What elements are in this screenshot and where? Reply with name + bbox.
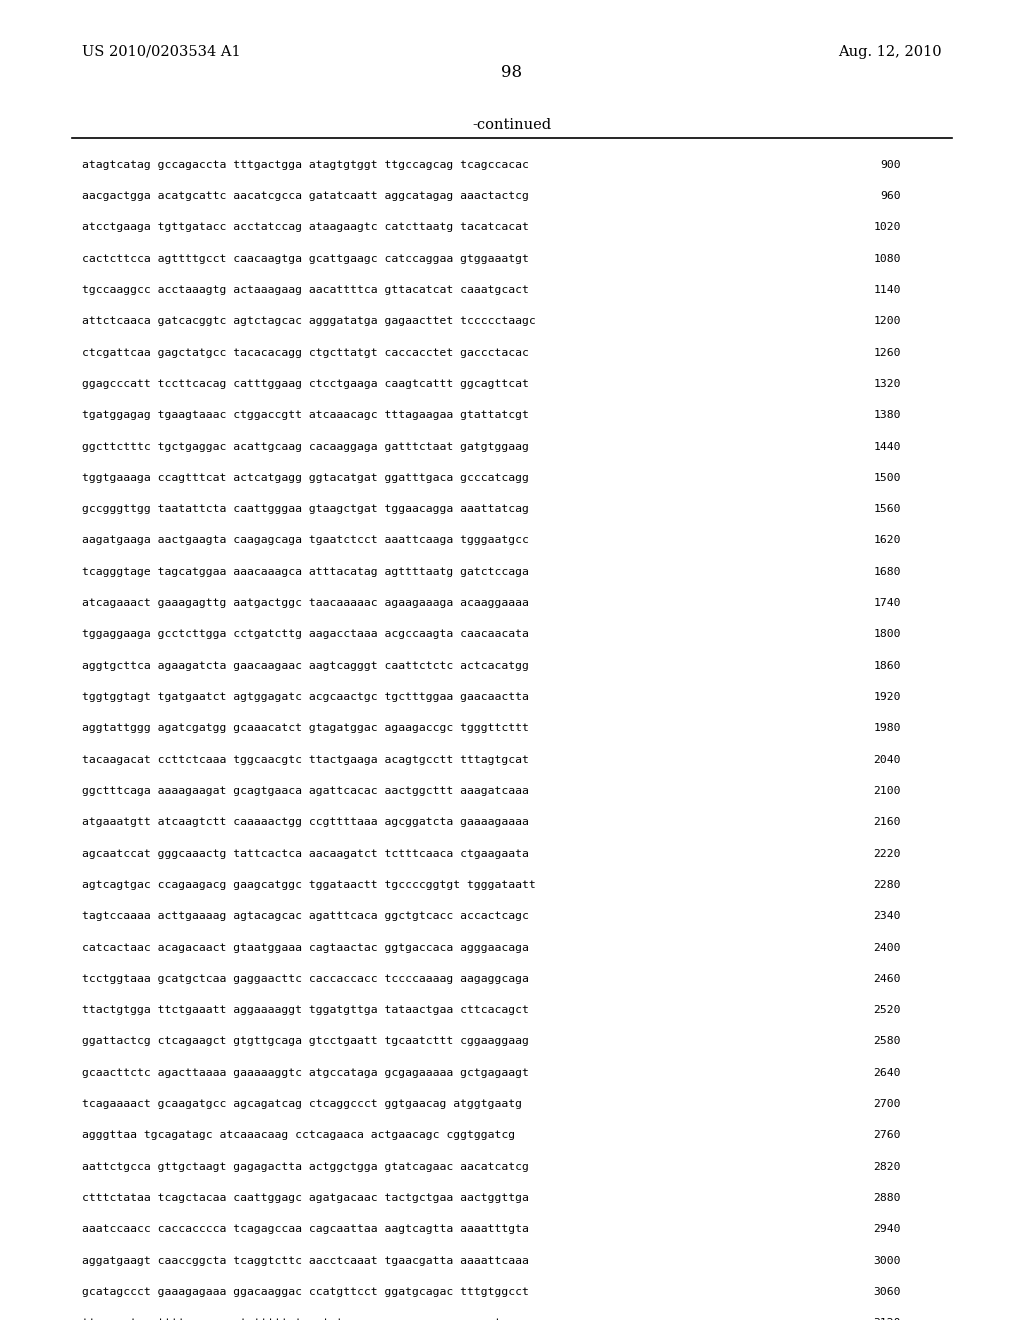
Text: 2400: 2400 (873, 942, 901, 953)
Text: US 2010/0203534 A1: US 2010/0203534 A1 (82, 45, 241, 58)
Text: 1080: 1080 (873, 253, 901, 264)
Text: atcagaaact gaaagagttg aatgactggc taacaaaaac agaagaaaga acaaggaaaa: atcagaaact gaaagagttg aatgactggc taacaaa… (82, 598, 528, 609)
Text: 2940: 2940 (873, 1225, 901, 1234)
Text: 1500: 1500 (873, 473, 901, 483)
Text: ggagcccatt tccttcacag catttggaag ctcctgaaga caagtcattt ggcagttcat: ggagcccatt tccttcacag catttggaag ctcctga… (82, 379, 528, 389)
Text: -continued: -continued (472, 117, 552, 132)
Text: 1680: 1680 (873, 566, 901, 577)
Text: tggtgaaaga ccagtttcat actcatgagg ggtacatgat ggatttgaca gcccatcagg: tggtgaaaga ccagtttcat actcatgagg ggtacat… (82, 473, 528, 483)
Text: 2820: 2820 (873, 1162, 901, 1172)
Text: ttacaaatca ttttaagcaa gtctttttctg atgtgcaggc cagagagaaa gagctacaga: ttacaaatca ttttaagcaa gtctttttctg atgtgc… (82, 1319, 536, 1320)
Text: 3000: 3000 (873, 1255, 901, 1266)
Text: aggtattggg agatcgatgg gcaaacatct gtagatggac agaagaccgc tgggttcttt: aggtattggg agatcgatgg gcaaacatct gtagatg… (82, 723, 528, 734)
Text: aattctgcca gttgctaagt gagagactta actggctgga gtatcagaac aacatcatcg: aattctgcca gttgctaagt gagagactta actggct… (82, 1162, 528, 1172)
Text: tcctggtaaa gcatgctcaa gaggaacttc caccaccacc tccccaaaag aagaggcaga: tcctggtaaa gcatgctcaa gaggaacttc caccacc… (82, 974, 528, 983)
Text: atagtcatag gccagaccta tttgactgga atagtgtggt ttgccagcag tcagccacac: atagtcatag gccagaccta tttgactgga atagtgt… (82, 160, 528, 170)
Text: 2040: 2040 (873, 755, 901, 764)
Text: atgaaatgtt atcaagtctt caaaaactgg ccgttttaaa agcggatcta gaaaagaaaa: atgaaatgtt atcaagtctt caaaaactgg ccgtttt… (82, 817, 528, 828)
Text: 2340: 2340 (873, 911, 901, 921)
Text: tagtccaaaa acttgaaaag agtacagcac agatttcaca ggctgtcacc accactcagc: tagtccaaaa acttgaaaag agtacagcac agatttc… (82, 911, 528, 921)
Text: tgatggagag tgaagtaaac ctggaccgtt atcaaacagc tttagaagaa gtattatcgt: tgatggagag tgaagtaaac ctggaccgtt atcaaac… (82, 411, 528, 420)
Text: 1860: 1860 (873, 661, 901, 671)
Text: 2640: 2640 (873, 1068, 901, 1077)
Text: tcagaaaact gcaagatgcc agcagatcag ctcaggccct ggtgaacag atggtgaatg: tcagaaaact gcaagatgcc agcagatcag ctcaggc… (82, 1100, 522, 1109)
Text: tcagggtage tagcatggaa aaacaaagca atttacatag agttttaatg gatctccaga: tcagggtage tagcatggaa aaacaaagca atttaca… (82, 566, 528, 577)
Text: aaatccaacc caccacccca tcagagccaa cagcaattaa aagtcagtta aaaatttgta: aaatccaacc caccacccca tcagagccaa cagcaat… (82, 1225, 528, 1234)
Text: 1980: 1980 (873, 723, 901, 734)
Text: 1200: 1200 (873, 317, 901, 326)
Text: tacaagacat ccttctcaaa tggcaacgtc ttactgaaga acagtgcctt tttagtgcat: tacaagacat ccttctcaaa tggcaacgtc ttactga… (82, 755, 528, 764)
Text: tggaggaaga gcctcttgga cctgatcttg aagacctaaa acgccaagta caacaacata: tggaggaaga gcctcttgga cctgatcttg aagacct… (82, 630, 528, 639)
Text: 2520: 2520 (873, 1005, 901, 1015)
Text: 2100: 2100 (873, 785, 901, 796)
Text: 1260: 1260 (873, 347, 901, 358)
Text: gccgggttgg taatattcta caattgggaa gtaagctgat tggaacagga aaattatcag: gccgggttgg taatattcta caattgggaa gtaagct… (82, 504, 528, 515)
Text: aacgactgga acatgcattc aacatcgcca gatatcaatt aggcatagag aaactactcg: aacgactgga acatgcattc aacatcgcca gatatca… (82, 191, 528, 201)
Text: agcaatccat gggcaaactg tattcactca aacaagatct tctttcaaca ctgaagaata: agcaatccat gggcaaactg tattcactca aacaaga… (82, 849, 528, 858)
Text: 1560: 1560 (873, 504, 901, 515)
Text: 3060: 3060 (873, 1287, 901, 1298)
Text: 2760: 2760 (873, 1130, 901, 1140)
Text: 1740: 1740 (873, 598, 901, 609)
Text: ggcttctttc tgctgaggac acattgcaag cacaaggaga gatttctaat gatgtggaag: ggcttctttc tgctgaggac acattgcaag cacaagg… (82, 442, 528, 451)
Text: 1380: 1380 (873, 411, 901, 420)
Text: cactcttcca agttttgcct caacaagtga gcattgaagc catccaggaa gtggaaatgt: cactcttcca agttttgcct caacaagtga gcattga… (82, 253, 528, 264)
Text: 2460: 2460 (873, 974, 901, 983)
Text: tggtggtagt tgatgaatct agtggagatc acgcaactgc tgctttggaa gaacaactta: tggtggtagt tgatgaatct agtggagatc acgcaac… (82, 692, 528, 702)
Text: ctcgattcaa gagctatgcc tacacacagg ctgcttatgt caccacctet gaccctacac: ctcgattcaa gagctatgcc tacacacagg ctgctta… (82, 347, 528, 358)
Text: gcatagccct gaaagagaaa ggacaaggac ccatgttcct ggatgcagac tttgtggcct: gcatagccct gaaagagaaa ggacaaggac ccatgtt… (82, 1287, 528, 1298)
Text: 2280: 2280 (873, 880, 901, 890)
Text: agtcagtgac ccagaagacg gaagcatggc tggataactt tgccccggtgt tgggataatt: agtcagtgac ccagaagacg gaagcatggc tggataa… (82, 880, 536, 890)
Text: 1920: 1920 (873, 692, 901, 702)
Text: aagatgaaga aactgaagta caagagcaga tgaatctcct aaattcaaga tgggaatgcc: aagatgaaga aactgaagta caagagcaga tgaatct… (82, 536, 528, 545)
Text: 2700: 2700 (873, 1100, 901, 1109)
Text: 1620: 1620 (873, 536, 901, 545)
Text: 1020: 1020 (873, 222, 901, 232)
Text: ggctttcaga aaaagaagat gcagtgaaca agattcacac aactggcttt aaagatcaaa: ggctttcaga aaaagaagat gcagtgaaca agattca… (82, 785, 528, 796)
Text: attctcaaca gatcacggtc agtctagcac agggatatga gagaacttet tccccctaagc: attctcaaca gatcacggtc agtctagcac agggata… (82, 317, 536, 326)
Text: 98: 98 (502, 63, 522, 81)
Text: ggattactcg ctcagaagct gtgttgcaga gtcctgaatt tgcaatcttt cggaaggaag: ggattactcg ctcagaagct gtgttgcaga gtcctga… (82, 1036, 528, 1047)
Text: aggatgaagt caaccggcta tcaggtcttc aacctcaaat tgaacgatta aaaattcaaa: aggatgaagt caaccggcta tcaggtcttc aacctca… (82, 1255, 528, 1266)
Text: 3120: 3120 (873, 1319, 901, 1320)
Text: ctttctataa tcagctacaa caattggagc agatgacaac tactgctgaa aactggttga: ctttctataa tcagctacaa caattggagc agatgac… (82, 1193, 528, 1203)
Text: 2160: 2160 (873, 817, 901, 828)
Text: gcaacttctc agacttaaaa gaaaaaggtc atgccataga gcgagaaaaa gctgagaagt: gcaacttctc agacttaaaa gaaaaaggtc atgccat… (82, 1068, 528, 1077)
Text: 900: 900 (881, 160, 901, 170)
Text: agggttaa tgcagatagc atcaaacaag cctcagaaca actgaacagc cggtggatcg: agggttaa tgcagatagc atcaaacaag cctcagaac… (82, 1130, 515, 1140)
Text: 1800: 1800 (873, 630, 901, 639)
Text: 2580: 2580 (873, 1036, 901, 1047)
Text: 1140: 1140 (873, 285, 901, 294)
Text: catcactaac acagacaact gtaatggaaa cagtaactac ggtgaccaca agggaacaga: catcactaac acagacaact gtaatggaaa cagtaac… (82, 942, 528, 953)
Text: 1440: 1440 (873, 442, 901, 451)
Text: 2220: 2220 (873, 849, 901, 858)
Text: atcctgaaga tgttgatacc acctatccag ataagaagtc catcttaatg tacatcacat: atcctgaaga tgttgatacc acctatccag ataagaa… (82, 222, 528, 232)
Text: 1320: 1320 (873, 379, 901, 389)
Text: Aug. 12, 2010: Aug. 12, 2010 (839, 45, 942, 58)
Text: 2880: 2880 (873, 1193, 901, 1203)
Text: 960: 960 (881, 191, 901, 201)
Text: aggtgcttca agaagatcta gaacaagaac aagtcagggt caattctctc actcacatgg: aggtgcttca agaagatcta gaacaagaac aagtcag… (82, 661, 528, 671)
Text: ttactgtgga ttctgaaatt aggaaaaggt tggatgttga tataactgaa cttcacagct: ttactgtgga ttctgaaatt aggaaaaggt tggatgt… (82, 1005, 528, 1015)
Text: tgccaaggcc acctaaagtg actaaagaag aacattttca gttacatcat caaatgcact: tgccaaggcc acctaaagtg actaaagaag aacattt… (82, 285, 528, 294)
